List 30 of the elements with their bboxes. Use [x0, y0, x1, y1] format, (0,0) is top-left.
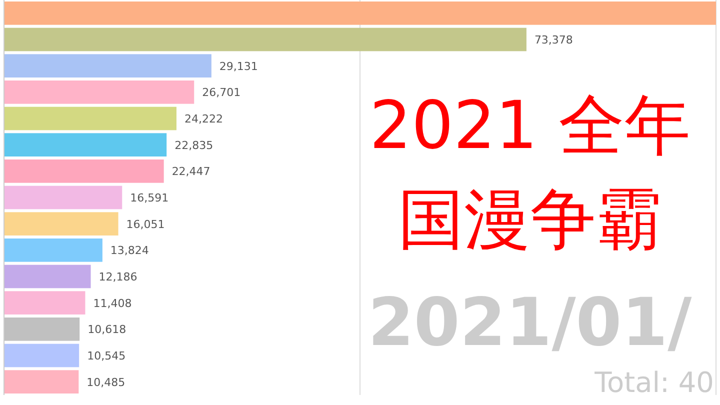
data-label: 29,131 [219, 60, 258, 73]
data-label: 10,485 [86, 376, 126, 389]
data-label: 16,591 [130, 192, 169, 204]
data-label: 16,051 [126, 218, 165, 231]
data-label: 10,618 [88, 323, 126, 336]
bar [4, 186, 122, 210]
bar [4, 2, 716, 25]
bar [4, 80, 194, 104]
data-label: 26,701 [202, 86, 241, 100]
bar [4, 106, 176, 130]
bar [4, 28, 526, 52]
bar [4, 160, 164, 183]
bar [4, 291, 86, 314]
data-label: 13,824 [110, 244, 149, 258]
bar [4, 370, 79, 394]
bar [4, 54, 212, 78]
bar [4, 264, 91, 288]
data-label: 10,545 [87, 350, 126, 362]
data-label: 11,408 [93, 296, 132, 310]
text: 国漫争霸 [398, 181, 662, 258]
data-label: 22,447 [172, 165, 210, 178]
text: 2021 全年 [370, 87, 690, 164]
bar [4, 344, 80, 368]
bar [4, 133, 167, 156]
data-label: 73,378 [534, 34, 573, 46]
data-label: 12,186 [98, 270, 138, 284]
bar [4, 238, 102, 262]
data-label: 22,835 [174, 138, 214, 152]
data-label: 24,222 [184, 112, 223, 126]
bar [4, 212, 118, 236]
